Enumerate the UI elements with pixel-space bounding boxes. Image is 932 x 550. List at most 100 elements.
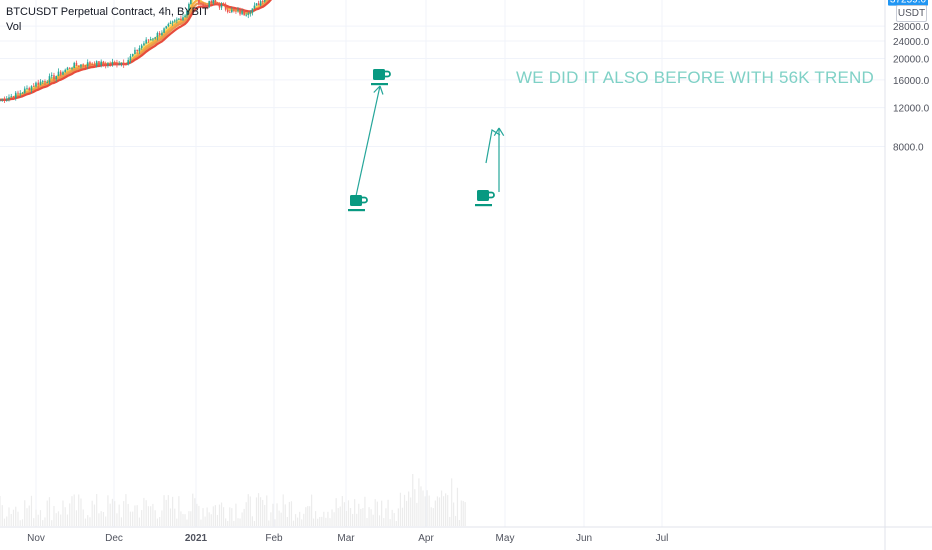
volume-bar [196, 503, 198, 526]
candle-body [39, 81, 42, 85]
volume-bar [233, 520, 235, 526]
arrow-line[interactable] [355, 85, 381, 197]
volume-bar [358, 503, 360, 526]
x-tick-label: Jun [576, 533, 592, 544]
volume-bar [26, 508, 28, 526]
volume-bar [222, 507, 225, 526]
x-tick-label: 2021 [185, 533, 208, 544]
volume-bar [327, 511, 329, 526]
candle-body [62, 71, 64, 75]
volume-bar [84, 518, 87, 526]
volume-bar [120, 517, 123, 526]
candle-body [3, 98, 6, 101]
candle-body [44, 81, 46, 83]
volume-bar [329, 518, 331, 526]
candle-body [210, 0, 213, 4]
volume-bar [212, 506, 214, 526]
candle-body [147, 39, 150, 41]
volume-bar [458, 520, 460, 526]
candle-body [143, 43, 145, 46]
x-tick-label: Jul [656, 533, 669, 544]
volume-bar [93, 504, 96, 526]
volume-bar [462, 500, 464, 526]
candle-body [118, 64, 120, 66]
volume-bar [370, 509, 372, 526]
candle-body [243, 11, 245, 16]
volume-bar [383, 518, 385, 526]
volume-bar [105, 516, 107, 526]
volume-bar [430, 507, 432, 526]
candle-body [239, 10, 241, 15]
volume-bar [288, 501, 290, 526]
candle-body [149, 39, 152, 41]
volume-bar [192, 493, 194, 526]
candle-body [95, 61, 98, 66]
currency-badge[interactable]: USDT [896, 5, 927, 22]
volume-bar [403, 494, 406, 526]
volume-bar [301, 519, 303, 526]
candle-body [226, 9, 229, 13]
candle-body [75, 62, 78, 66]
volume-bar [62, 500, 64, 526]
volume-bar [345, 510, 348, 526]
volume-bar [167, 495, 169, 526]
volume-bar [80, 498, 82, 526]
volume-bar [424, 496, 426, 526]
volume-bar [91, 500, 93, 526]
volume-bar [198, 505, 200, 526]
candle-body [93, 64, 96, 66]
volume-bar [12, 509, 15, 526]
candle-body [57, 71, 60, 76]
candle-body [163, 28, 165, 33]
volume-bar [445, 493, 447, 526]
candle-body [198, 0, 200, 4]
candle-body [145, 39, 147, 44]
volume-bar [292, 520, 295, 526]
volume-bar [114, 501, 116, 526]
volume-bar [264, 505, 266, 526]
volume-bar [428, 495, 430, 526]
volume-bar [37, 514, 39, 526]
volume-bar [303, 513, 305, 526]
volume-bar [190, 511, 192, 526]
volume-bar [21, 519, 24, 526]
candle-body [140, 45, 143, 49]
volume-bar [305, 507, 307, 526]
arrow-line[interactable] [485, 129, 501, 164]
volume-bar [204, 516, 206, 526]
volume-bar [416, 502, 418, 526]
volume-bar [147, 506, 150, 526]
volume-bar [312, 518, 315, 526]
volume-bar [17, 511, 19, 526]
candle-body [261, 1, 264, 2]
candle-body [82, 64, 85, 66]
volume-bar [178, 496, 180, 526]
volume-bar [454, 515, 457, 526]
volume-bar [220, 502, 223, 526]
volume-bar [378, 515, 381, 526]
volume-bar [169, 508, 172, 526]
volume-bar [55, 513, 57, 526]
volume-bar [395, 520, 397, 526]
volume-bar [182, 514, 184, 526]
candle-body [129, 56, 132, 61]
volume-bar [53, 505, 55, 526]
volume-bar [98, 513, 100, 526]
volume-bar [276, 503, 278, 526]
annotation-text: WE DID IT ALSO BEFORE WITH 56K TREND [516, 68, 874, 87]
volume-bar [225, 518, 227, 526]
coffee-cup-icon[interactable] [475, 190, 495, 207]
candle-body [218, 4, 221, 8]
candle-body [235, 10, 237, 12]
coffee-cup-icon[interactable] [348, 195, 368, 212]
coffee-cup-icon[interactable] [371, 69, 391, 86]
candle-body [26, 87, 28, 89]
candle-body [257, 3, 260, 6]
volume-bar [408, 491, 410, 526]
volume-bar [412, 473, 414, 526]
volume-bar [231, 508, 233, 526]
volume-bar [317, 518, 319, 526]
volume-bar [286, 516, 288, 526]
volume-bar [210, 514, 212, 526]
